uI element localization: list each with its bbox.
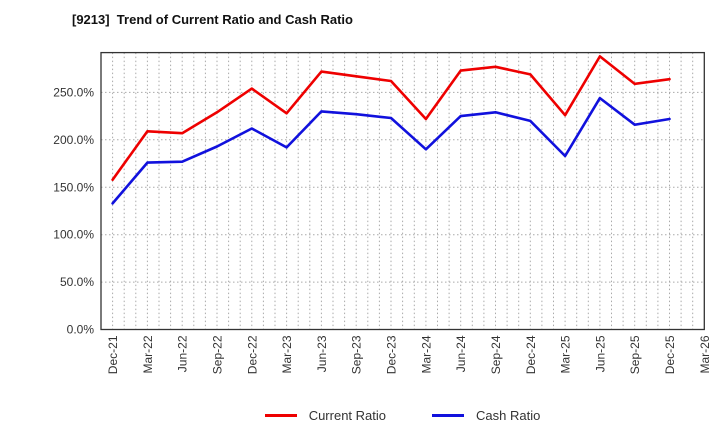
x-tick-label: Dec-21: [106, 335, 120, 374]
x-tick-label: Mar-22: [141, 335, 155, 373]
legend-label-current-ratio: Current Ratio: [308, 407, 386, 423]
legend-label-cash-ratio: Cash Ratio: [476, 407, 541, 423]
y-tick-label: 150.0%: [53, 180, 94, 194]
current-ratio-line: [111, 55, 671, 181]
legend-item-cash-ratio: Cash Ratio: [432, 408, 540, 423]
x-tick-label: Sep-23: [350, 335, 364, 374]
cash-ratio-line: [111, 96, 671, 205]
chart-title: [9213] Trend of Current Ratio and Cash R…: [72, 12, 353, 27]
x-tick-label: Mar-24: [419, 335, 433, 373]
x-tick-label: Dec-22: [245, 335, 259, 374]
x-tick-label: Jun-24: [454, 335, 468, 372]
x-tick-label: Sep-22: [211, 335, 225, 374]
y-tick-label: 250.0%: [53, 85, 94, 99]
legend-item-current-ratio: Current Ratio: [264, 407, 386, 423]
x-tick-label: Dec-23: [385, 335, 399, 374]
x-tick-label: Mar-26: [698, 335, 712, 373]
y-tick-label: 50.0%: [60, 275, 94, 289]
x-tick-label: Mar-25: [559, 335, 573, 373]
current-ratio-line-swatch: [264, 413, 297, 417]
cash-ratio-line-swatch: [432, 413, 464, 417]
y-tick-label: 0.0%: [67, 323, 95, 337]
chart-legend: Current Ratio Cash Ratio: [101, 404, 704, 426]
y-tick-label: 200.0%: [53, 133, 94, 147]
y-tick-label: 100.0%: [53, 228, 94, 242]
x-tick-label: Sep-24: [489, 335, 503, 374]
x-tick-label: Sep-25: [628, 335, 642, 374]
x-tick-label: Jun-22: [176, 335, 190, 372]
plot-border: [100, 51, 705, 331]
x-tick-label: Jun-25: [593, 335, 607, 372]
x-tick-label: Dec-24: [524, 335, 538, 374]
x-tick-label: Jun-23: [315, 335, 329, 372]
x-tick-label: Dec-25: [663, 335, 677, 374]
x-tick-label: Mar-23: [280, 335, 294, 373]
